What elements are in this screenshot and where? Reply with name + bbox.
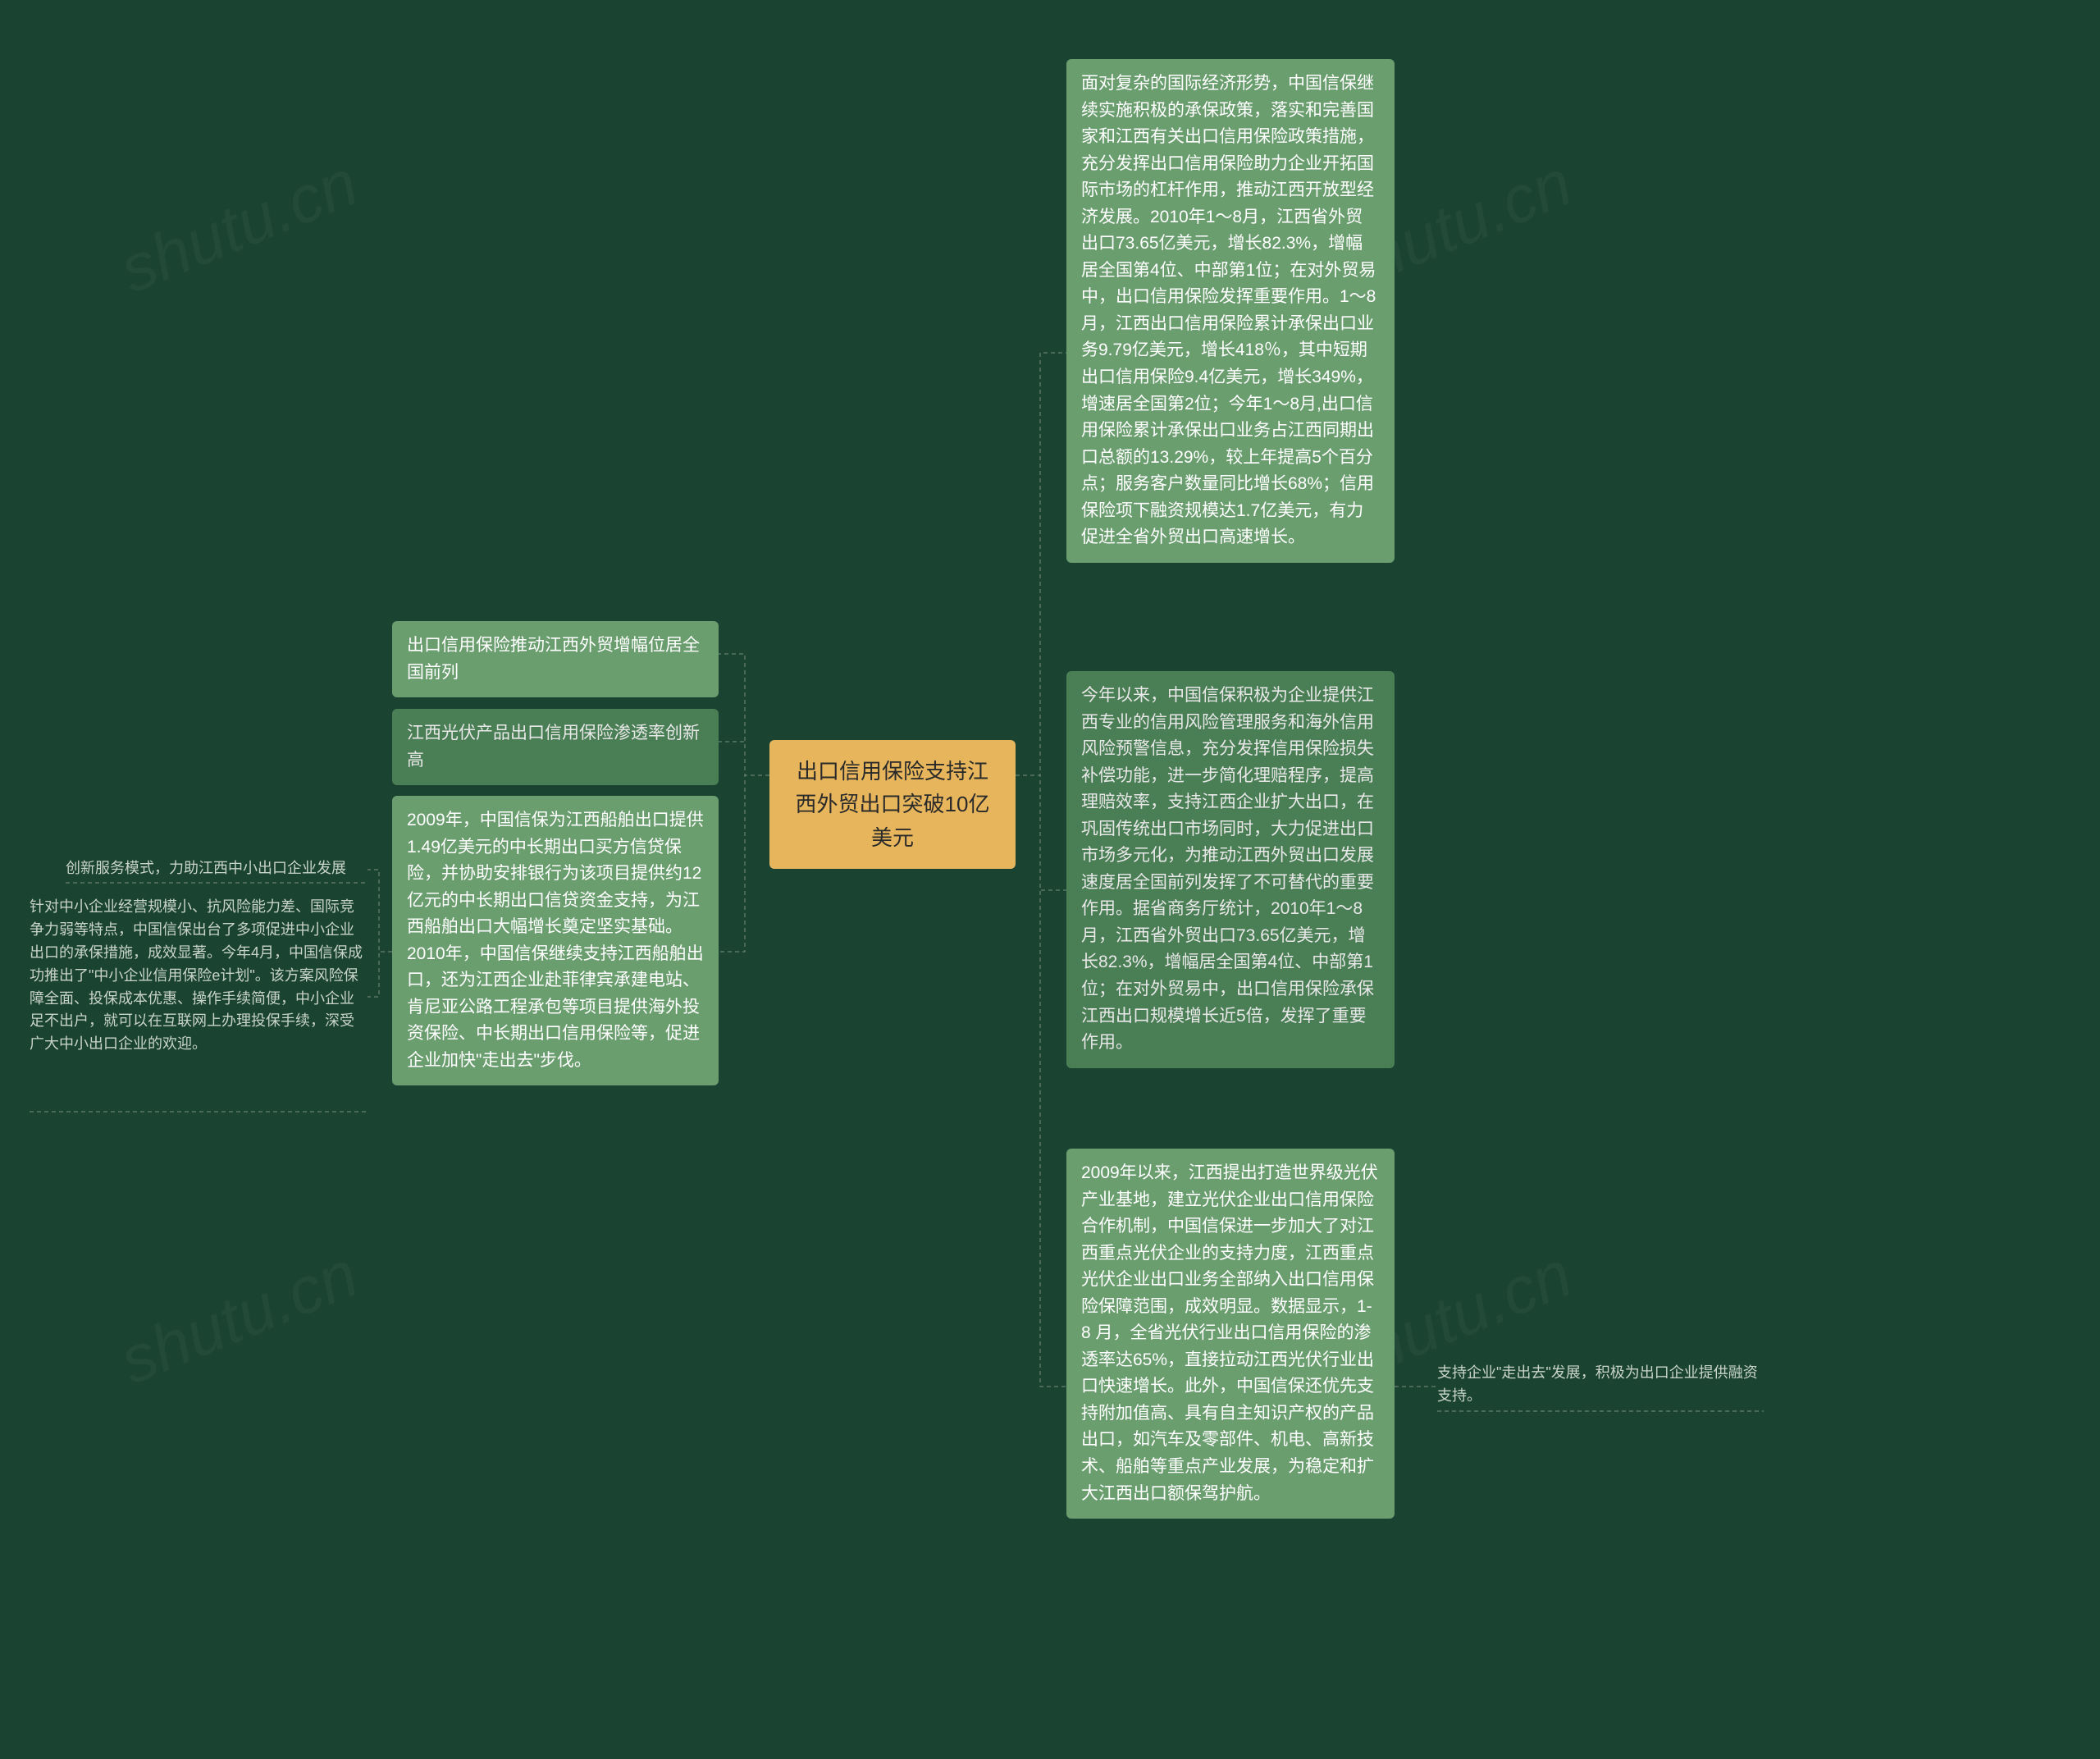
node-text: 2009年以来，江西提出打造世界级光伏产业基地，建立光伏企业出口信用保险合作机制… xyxy=(1081,1163,1378,1503)
node-text: 江西光伏产品出口信用保险渗透率创新高 xyxy=(407,724,700,770)
right-node-1: 面对复杂的国际经济形势，中国信保继续实施积极的承保政策，落实和完善国家和江西有关… xyxy=(1066,59,1395,563)
leaf-text: 针对中小企业经营规模小、抗风险能力差、国际竞争力弱等特点，中国信保出台了多项促进… xyxy=(30,898,363,1052)
leaf-text: 创新服务模式，力助江西中小出口企业发展 xyxy=(66,860,346,876)
node-text: 面对复杂的国际经济形势，中国信保继续实施积极的承保政策，落实和完善国家和江西有关… xyxy=(1081,74,1376,546)
right-leaf-1: 支持企业"走出去"发展，积极为出口企业提供融资支持。 xyxy=(1437,1362,1765,1408)
center-node: 出口信用保险支持江西外贸出口突破10亿美元 xyxy=(769,740,1016,869)
right-node-2: 今年以来，中国信保积极为企业提供江西专业的信用风险管理服务和海外信用风险预警信息… xyxy=(1066,671,1395,1068)
leaf-text: 支持企业"走出去"发展，积极为出口企业提供融资支持。 xyxy=(1437,1364,1758,1404)
left-node-2: 江西光伏产品出口信用保险渗透率创新高 xyxy=(392,709,719,785)
center-node-text: 出口信用保险支持江西外贸出口突破10亿美元 xyxy=(796,759,990,850)
left-node-3: 2009年，中国信保为江西船舶出口提供1.49亿美元的中长期出口买方信贷保险，并… xyxy=(392,796,719,1085)
left-node-1: 出口信用保险推动江西外贸增幅位居全国前列 xyxy=(392,621,719,697)
watermark: shutu.cn xyxy=(110,145,368,308)
right-node-3: 2009年以来，江西提出打造世界级光伏产业基地，建立光伏企业出口信用保险合作机制… xyxy=(1066,1149,1395,1519)
node-text: 2009年，中国信保为江西船舶出口提供1.49亿美元的中长期出口买方信贷保险，并… xyxy=(407,811,704,1070)
node-text: 今年以来，中国信保积极为企业提供江西专业的信用风险管理服务和海外信用风险预警信息… xyxy=(1081,686,1374,1052)
node-text: 出口信用保险推动江西外贸增幅位居全国前列 xyxy=(407,636,700,682)
left-leaf-2: 针对中小企业经营规模小、抗风险能力差、国际竞争力弱等特点，中国信保出台了多项促进… xyxy=(30,896,368,1056)
watermark: shutu.cn xyxy=(110,1236,368,1400)
left-leaf-1: 创新服务模式，力助江西中小出口企业发展 xyxy=(66,857,368,880)
